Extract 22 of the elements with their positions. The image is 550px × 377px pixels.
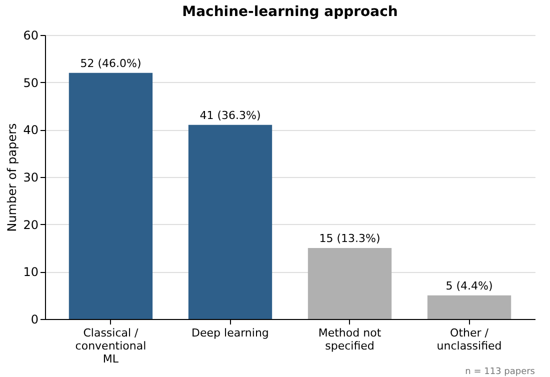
bar xyxy=(188,124,272,319)
x-tick-label: Other / unclassified xyxy=(436,326,502,352)
y-tick-label: 0 xyxy=(30,312,38,326)
data-label: 5 (4.4%) xyxy=(446,279,493,292)
x-tick-label: Method not specified xyxy=(318,326,382,352)
y-tick-label: 50 xyxy=(23,76,38,90)
bar xyxy=(427,295,512,319)
y-tick-label: 20 xyxy=(23,218,38,232)
data-label: 52 (46.0%) xyxy=(80,56,142,70)
x-tick-label: Classical / conventional ML xyxy=(75,326,146,366)
bar xyxy=(308,248,392,319)
data-label: 15 (13.3%) xyxy=(319,232,380,245)
y-axis-title: Number of papers xyxy=(5,123,20,232)
y-tick-label: 60 xyxy=(23,28,38,42)
y-tick-label: 40 xyxy=(23,123,38,138)
y-tick-label: 10 xyxy=(23,265,38,280)
y-tick-label: 30 xyxy=(23,170,38,184)
data-label: 41 (36.3%) xyxy=(200,108,261,122)
x-tick-label: Deep learning xyxy=(192,326,269,340)
bar xyxy=(68,72,153,319)
text: n = 113 papers xyxy=(465,367,536,377)
chart-title: Machine-learning approach xyxy=(182,4,398,20)
